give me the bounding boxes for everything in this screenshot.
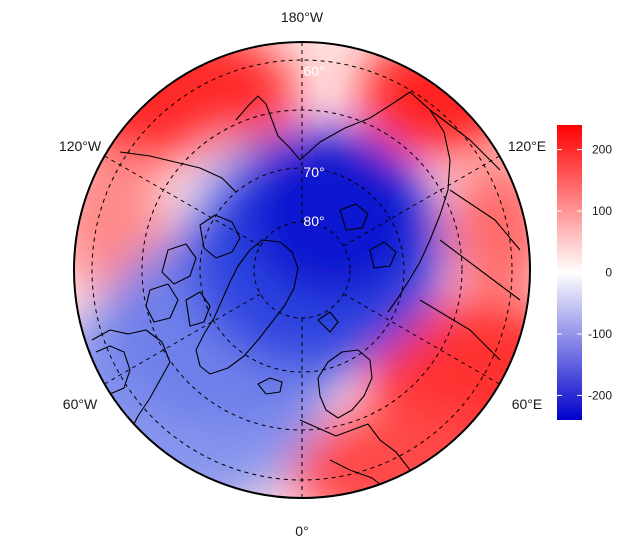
lat-label-80: 80° — [303, 213, 324, 229]
lon-label-180: 180°W — [281, 9, 324, 25]
asia-borders — [419, 109, 521, 361]
colorbar-tick-label: -100 — [588, 327, 612, 341]
arctic-islands-coast — [317, 203, 397, 333]
anomaly-field — [74, 42, 530, 498]
colorbar-tick-label: 0 — [605, 266, 612, 280]
lon-label-60w: 60°W — [63, 396, 98, 412]
meridian-60 — [343, 293, 500, 385]
lon-label-120e: 120°E — [508, 138, 546, 154]
alaska-coast — [235, 95, 301, 161]
map-frame — [73, 41, 531, 499]
siberia-coast — [299, 91, 451, 313]
meridian--60 — [104, 293, 261, 385]
lon-label-0: 0° — [295, 523, 308, 539]
colorbar: 200 100 0 -100 -200 — [557, 125, 612, 420]
lon-label-60e: 60°E — [512, 396, 543, 412]
lon-label-120w: 120°W — [59, 138, 102, 154]
colorbar-tick-label: 200 — [592, 143, 612, 157]
meridian--120 — [104, 155, 261, 247]
graticule — [91, 42, 513, 498]
colorbar-tick-label: -200 — [588, 388, 612, 402]
colorbar-tick-label: 100 — [592, 204, 612, 218]
lat-circle-70 — [199, 167, 405, 373]
meridian-120 — [343, 155, 500, 247]
greenland-coast — [195, 239, 299, 375]
canada-islands-coast — [145, 214, 241, 327]
lat-label-70: 70° — [303, 164, 324, 180]
lat-label-60: 60° — [303, 63, 324, 79]
iceland-coast — [257, 377, 283, 395]
scandinavia-coast — [317, 349, 373, 419]
